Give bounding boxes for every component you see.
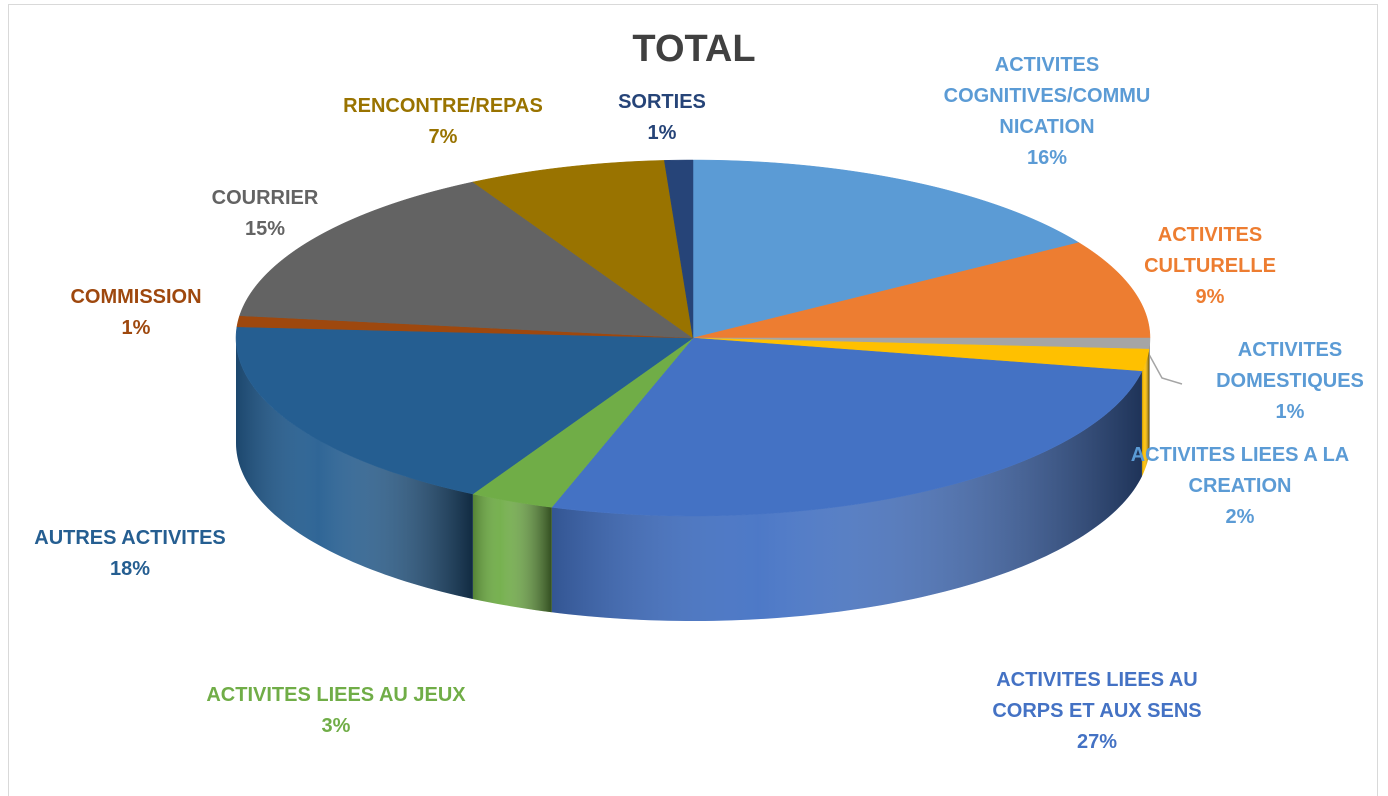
slice — [551, 337, 1143, 517]
value-label: 9% — [1195, 286, 1225, 308]
value-label: 18% — [109, 558, 151, 580]
category-label: COURRIER — [211, 187, 319, 209]
data-label: ACTIVITES COGNITIVES/COMMUNICATION 16% — [940, 50, 1155, 174]
slice — [472, 160, 694, 339]
category-label: ACTIVITES DOMESTIQUES — [1216, 339, 1364, 392]
slice-side-shade — [551, 371, 1142, 621]
data-label: RENCONTRE/REPAS 7% — [313, 91, 573, 153]
category-label: ACTIVITES LIEES A LA CREATION — [1130, 444, 1350, 497]
slice — [692, 159, 1080, 339]
slice — [664, 159, 694, 339]
data-label: COURRIER 15% — [185, 183, 345, 245]
data-label: ACTIVITES LIEES AU JEUX 3% — [206, 680, 466, 742]
slice — [472, 337, 694, 508]
category-label: AUTRES ACTIVITES — [34, 527, 226, 549]
value-label: 2% — [1225, 506, 1255, 528]
slice-side-shade — [1149, 338, 1150, 455]
category-label: RENCONTRE/REPAS — [343, 95, 543, 117]
category-label: ACTIVITES CULTURELLE — [1144, 224, 1276, 277]
data-label: COMMISSION 1% — [36, 282, 236, 344]
data-label: AUTRES ACTIVITES 18% — [0, 523, 260, 585]
chart-frame — [8, 4, 1378, 796]
data-label: ACTIVITES LIEES A LA CREATION 2% — [1105, 440, 1375, 533]
slice — [692, 242, 1151, 339]
value-label: 1% — [1275, 401, 1305, 423]
data-label: ACTIVITES DOMESTIQUES 1% — [1200, 335, 1380, 428]
chart-title: TOTAL — [632, 28, 756, 70]
category-label: ACTIVITES COGNITIVES/COMMUNICATION — [943, 54, 1151, 138]
value-label: 3% — [321, 715, 351, 737]
value-label: 1% — [121, 317, 151, 339]
data-label: SORTIES 1% — [607, 87, 717, 149]
slice-side-shade — [1141, 349, 1150, 477]
slice — [235, 326, 694, 495]
slice-side-shade — [236, 338, 473, 599]
category-label: ACTIVITES LIEES AU JEUX — [206, 684, 466, 706]
slice — [239, 181, 694, 339]
value-label: 7% — [428, 126, 458, 148]
value-label: 15% — [244, 218, 286, 240]
category-label: SORTIES — [618, 91, 706, 113]
value-label: 27% — [1076, 731, 1118, 753]
category-label: COMMISSION — [70, 286, 202, 308]
category-label: ACTIVITES LIEES AU CORPS ET AUX SENS — [992, 669, 1202, 722]
value-label: 1% — [647, 122, 677, 144]
data-label: ACTIVITES LIEES AU CORPS ET AUX SENS 27% — [967, 665, 1227, 758]
slice-side-shade — [472, 493, 552, 613]
value-label: 16% — [1026, 147, 1068, 169]
data-label: ACTIVITES CULTURELLE 9% — [1125, 220, 1295, 313]
